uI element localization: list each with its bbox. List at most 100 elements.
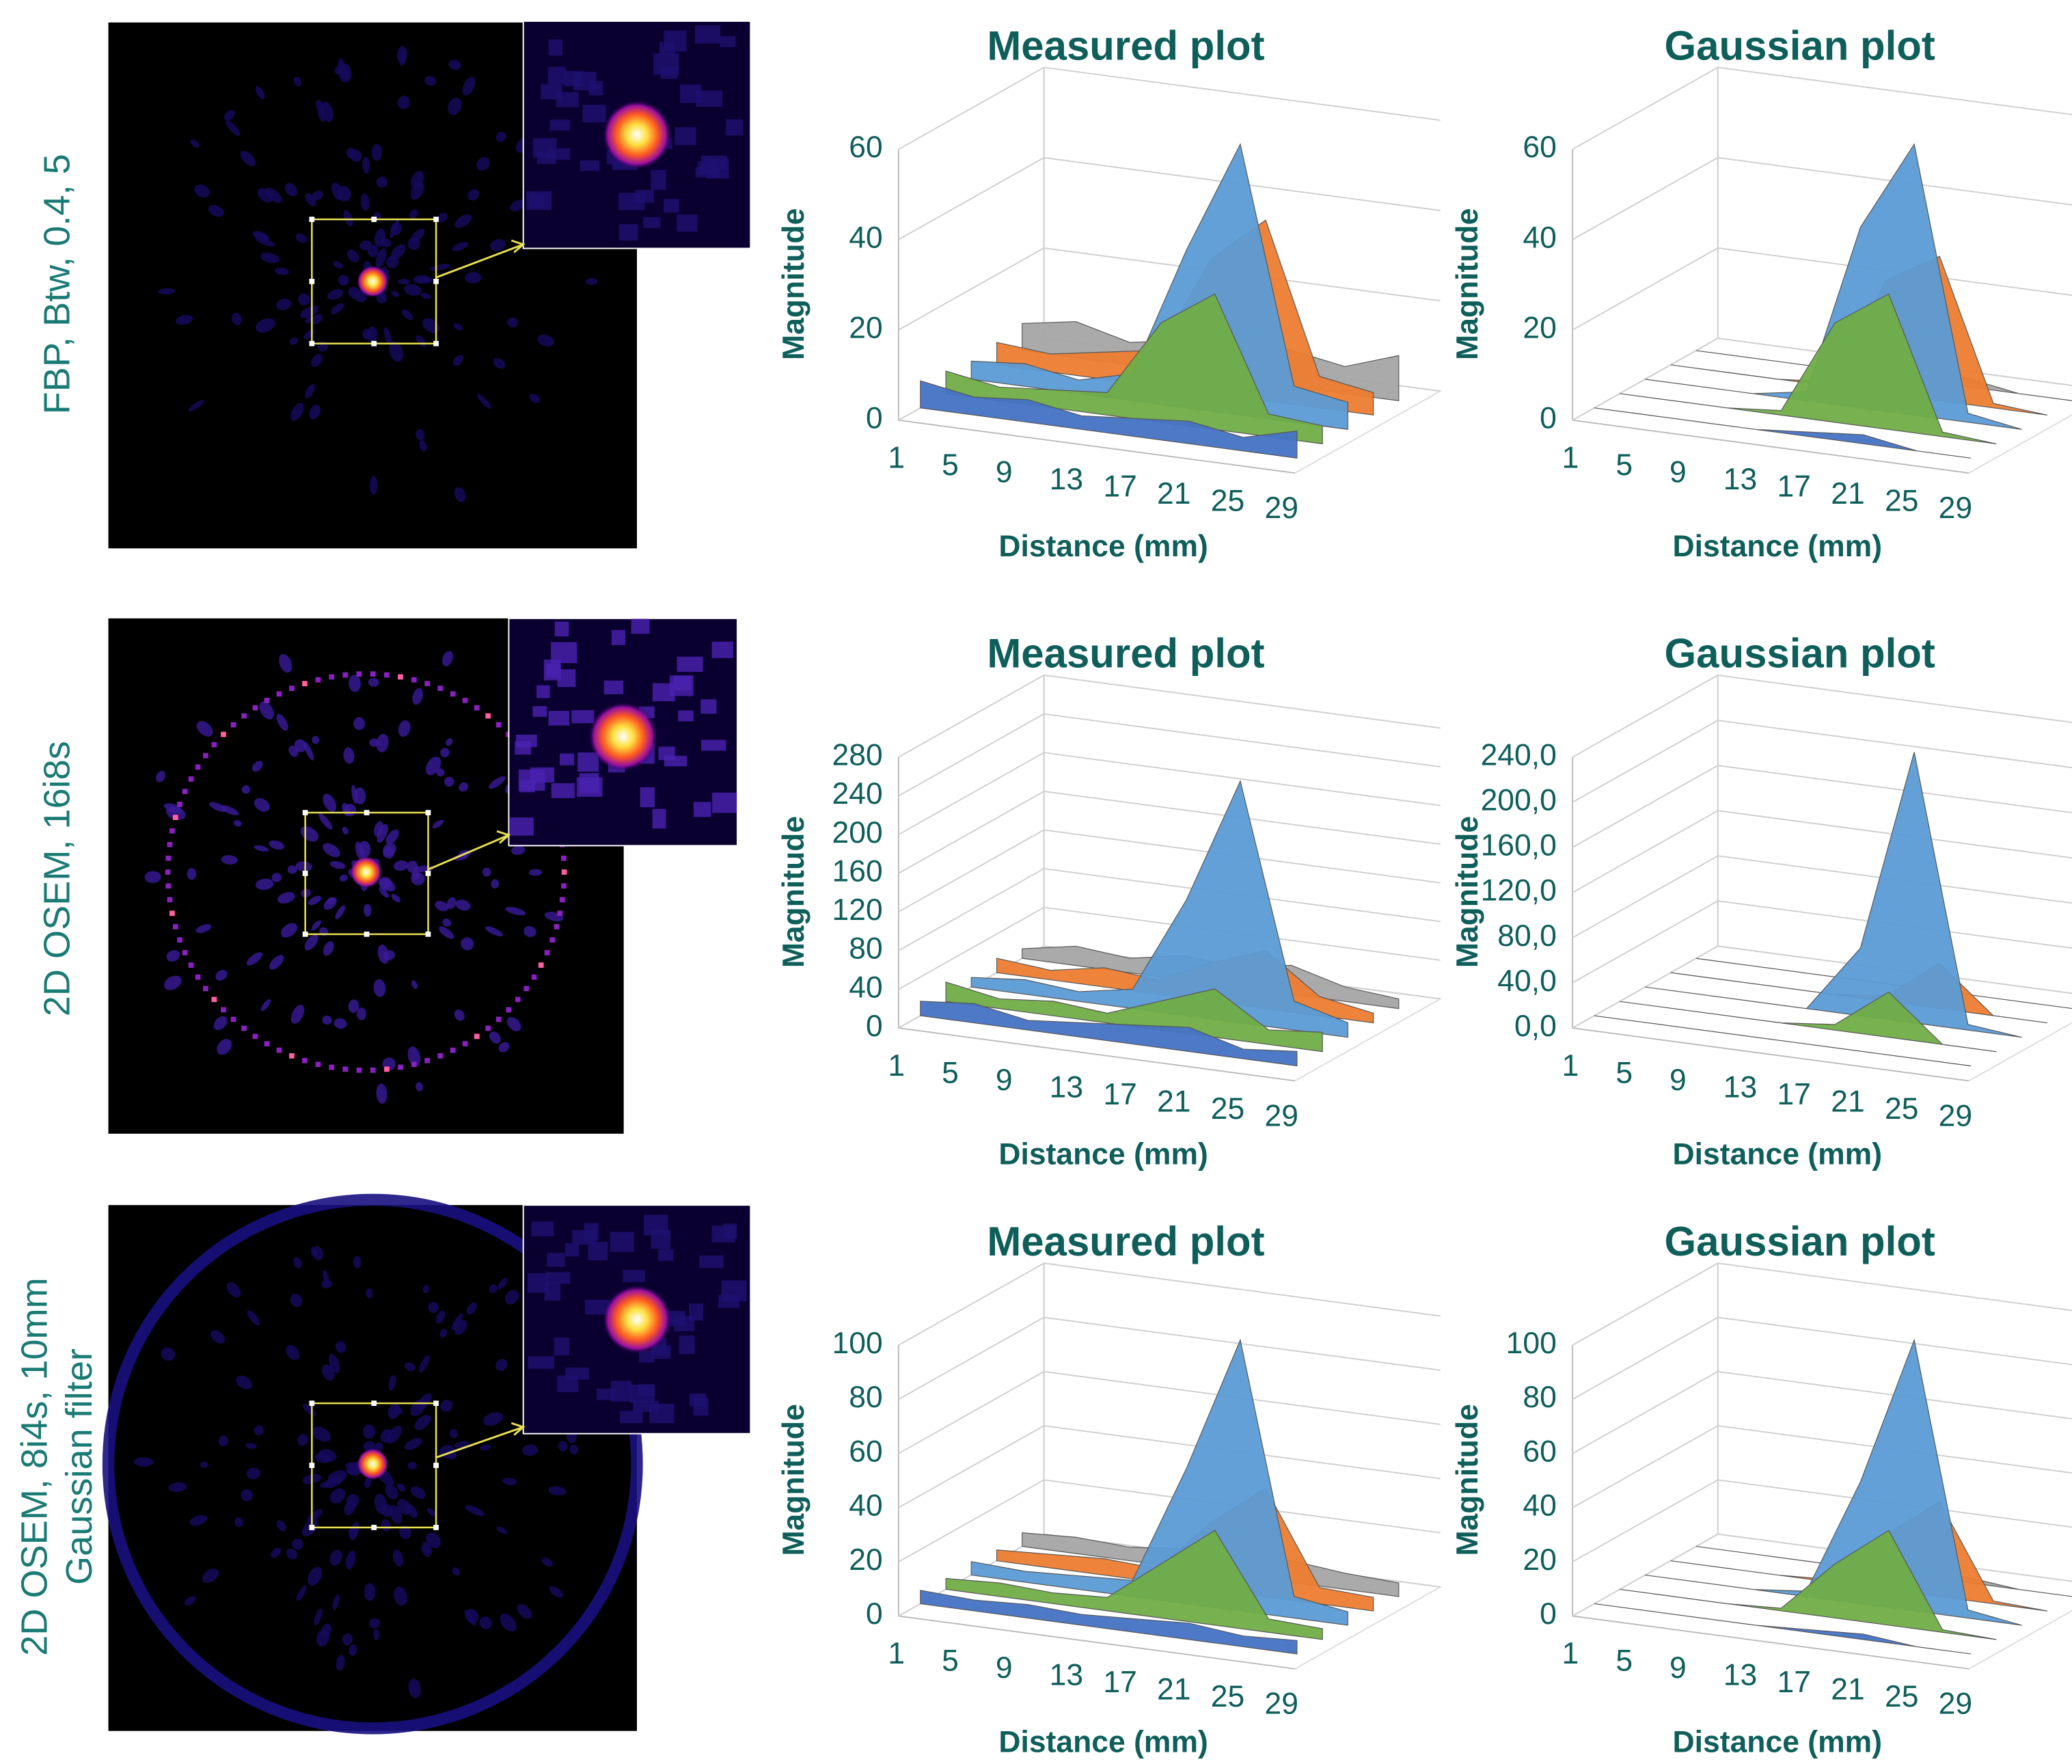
image-speckle	[288, 746, 299, 757]
inset-speckle	[721, 1280, 747, 1301]
y-tick-label: 80	[849, 1381, 882, 1414]
image-speckle	[465, 1505, 485, 1517]
image-speckle	[331, 303, 344, 314]
image-speckle	[505, 906, 526, 916]
x-tick-label: 29	[1939, 1099, 1972, 1132]
y-tick-label: 80,0	[1497, 919, 1557, 953]
x-tick-label: 9	[1669, 1651, 1687, 1685]
image-speckle	[454, 214, 472, 228]
image-speckle	[485, 926, 504, 937]
x-tick-label: 13	[1723, 463, 1757, 496]
image-speckle	[479, 1616, 492, 1629]
inset-speckle	[652, 809, 666, 829]
image-speckle	[330, 860, 346, 869]
x-tick-label: 21	[1831, 1085, 1864, 1118]
image-speckle	[425, 757, 441, 776]
ring-dot	[302, 1057, 308, 1063]
x-tick-label: 21	[1831, 1673, 1864, 1707]
image-speckle	[441, 651, 453, 666]
image-speckle	[454, 1009, 465, 1021]
image-speckle	[376, 1083, 387, 1104]
image-speckle	[312, 735, 320, 744]
image-speckle	[390, 219, 400, 239]
y-axis-label: Magnitude	[777, 1404, 810, 1556]
x-tick-label: 13	[1723, 1070, 1757, 1104]
grid-line	[898, 674, 1441, 758]
chart-title: Measured plot	[987, 23, 1264, 68]
ring-dot	[544, 950, 550, 955]
inset-speckle	[549, 120, 570, 131]
image-speckle	[295, 233, 308, 243]
image-speckle	[297, 1434, 308, 1446]
ring-dot	[276, 1047, 282, 1053]
image-speckle	[346, 148, 356, 159]
x-tick-label: 17	[1103, 1078, 1136, 1111]
x-tick-label: 9	[996, 456, 1013, 489]
image-speckle	[420, 293, 431, 299]
x-axis-label: Distance (mm)	[1673, 530, 1882, 563]
hot-spot	[357, 265, 389, 297]
image-speckle	[297, 1585, 307, 1601]
y-tick-label: 0	[866, 402, 883, 435]
image-speckle	[397, 1499, 411, 1515]
ring-dot	[188, 776, 194, 782]
image-speckle	[335, 1341, 346, 1353]
image-speckle	[254, 798, 270, 812]
image-speckle	[586, 277, 598, 285]
image-speckle	[270, 1547, 282, 1558]
inset-speckle	[603, 680, 624, 694]
inset-speckle	[629, 1385, 655, 1403]
inset-speckle	[557, 669, 576, 688]
ring-dot	[203, 986, 208, 992]
zoom-arrowhead	[496, 830, 511, 844]
image-speckle	[202, 1569, 219, 1584]
image-speckle	[414, 1415, 431, 1430]
image-speckle	[461, 937, 474, 951]
image-speckle	[415, 1082, 423, 1091]
ring-dot	[315, 677, 321, 683]
image-speckle	[241, 785, 251, 794]
y-tick-label: 240	[832, 777, 882, 811]
image-speckle	[529, 394, 541, 403]
area-series	[1645, 143, 2022, 430]
ring-dot	[329, 674, 335, 680]
grid-line	[898, 66, 1441, 150]
image-speckle	[300, 306, 319, 318]
ring-dot	[167, 841, 173, 847]
box-handle	[433, 1463, 439, 1468]
ring-dot	[342, 1066, 349, 1072]
inset-speckle	[633, 1400, 659, 1412]
x-tick-label: 13	[1050, 1070, 1083, 1104]
image-speckle	[421, 1545, 431, 1558]
image-speckle	[166, 806, 186, 820]
image-speckle	[379, 886, 389, 898]
image-speckle	[168, 1482, 187, 1493]
grid-line	[1572, 247, 2072, 331]
image-speckle	[482, 867, 491, 877]
image-speckle	[430, 264, 451, 271]
ring-dot	[506, 1007, 512, 1013]
inset-speckle	[610, 1232, 634, 1252]
image-speckle	[290, 1293, 303, 1307]
inset-speckle	[582, 105, 606, 123]
ring-dot	[437, 1053, 444, 1059]
ring-dot	[165, 883, 172, 889]
inset-speckle	[678, 710, 694, 722]
image-speckle	[218, 1435, 228, 1447]
ring-dot	[384, 1066, 390, 1072]
image-speckle	[364, 1583, 376, 1601]
image-speckle	[269, 955, 284, 970]
inset-speckle	[610, 1381, 632, 1402]
image-speckle	[227, 1282, 241, 1298]
y-tick-label: 200,0	[1481, 784, 1557, 817]
y-tick-label: 160,0	[1481, 829, 1557, 863]
x-tick-label: 9	[996, 1651, 1013, 1685]
image-speckle	[413, 275, 430, 284]
y-axis-label: Magnitude	[1451, 1404, 1484, 1556]
image-speckle	[343, 210, 353, 227]
ring-dot	[561, 883, 567, 889]
image-speckle	[194, 184, 210, 198]
image-speckle	[221, 855, 238, 865]
box-handle	[302, 810, 308, 815]
